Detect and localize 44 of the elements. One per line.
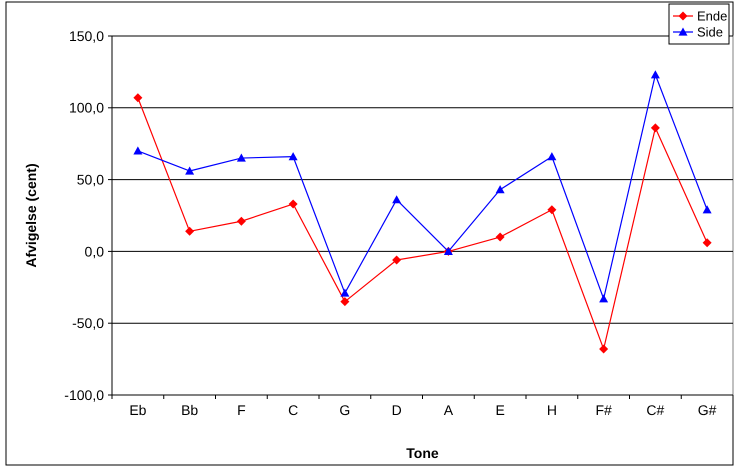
y-axis-title: Afvigelse (cent) [23,163,39,268]
point [496,185,505,194]
x-tick-label: G# [698,402,717,418]
x-tick-label: Bb [181,402,198,418]
point [185,166,194,175]
point [599,344,608,354]
x-tick-label: E [495,402,505,418]
point [547,152,556,160]
point [340,297,350,306]
x-tick-label: G [339,402,350,418]
point [392,195,402,204]
point [288,200,298,209]
legend-label: Side [697,24,724,40]
y-tick-label: -50,0 [72,315,104,332]
point [236,216,246,226]
point [236,154,246,162]
y-tick-label: 0,0 [84,243,104,260]
point [599,294,608,302]
x-tick-label: D [392,402,402,418]
x-tick-label: C# [646,402,665,418]
x-axis-title: Tone [406,445,439,461]
point [133,93,142,102]
y-tick-label: 150,0 [68,28,104,44]
y-tick-label: 50,0 [76,172,104,188]
x-tick-label: C [288,402,298,418]
point [650,70,660,78]
point [185,226,194,236]
point [702,238,712,248]
point [340,288,350,297]
point [547,205,556,214]
x-tick-label: F# [595,402,612,418]
y-tick-label: -100,0 [64,386,104,403]
point [496,232,505,242]
y-tick-label: 100,0 [68,100,104,116]
point [650,123,660,132]
x-tick-label: A [444,402,454,418]
x-tick-label: F [237,402,246,418]
point [133,146,142,154]
x-tick-label: Eb [129,402,147,418]
legend-label: Ende [697,8,728,24]
point [392,256,402,265]
x-tick-label: H [546,402,557,418]
point [288,152,298,160]
point [702,205,712,214]
